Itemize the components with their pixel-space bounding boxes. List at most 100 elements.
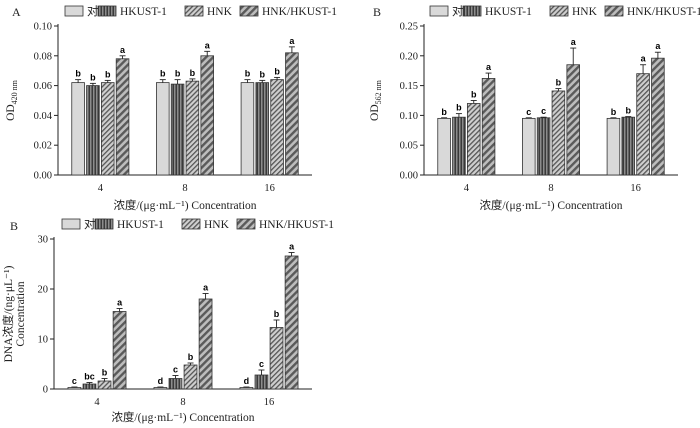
x-tick-label: 4 (98, 183, 104, 194)
legend-swatch (239, 5, 259, 17)
significance-label: b (626, 106, 632, 116)
bar (240, 82, 255, 176)
y-tick-label: 20 (38, 285, 49, 296)
legend-swatch (64, 5, 84, 17)
y-tick-label: 0.15 (400, 81, 418, 92)
bar (551, 90, 566, 176)
significance-label: b (160, 69, 166, 79)
y-tick-label: 0.20 (400, 51, 418, 62)
bar (255, 82, 270, 176)
x-tick-label: 16 (630, 183, 641, 194)
bar (437, 117, 451, 176)
bar (86, 85, 100, 176)
legend-label: HNK/HKUST-1 (627, 6, 700, 18)
bar (168, 378, 183, 390)
legend-swatch (61, 218, 81, 230)
bar (156, 82, 170, 176)
legend-label: HNK (572, 6, 598, 18)
y-axis-label: DNA浓度/(ng·μL⁻¹) (1, 265, 15, 362)
x-tick-label: 8 (180, 397, 185, 408)
bar (522, 117, 536, 176)
bar (636, 73, 650, 176)
legend-label: HNK/HKUST-1 (262, 6, 337, 18)
panel-letter: B (10, 219, 18, 233)
x-axis-label: 浓度/(μg·mL⁻¹) Concentration (111, 410, 254, 424)
bar (67, 387, 82, 390)
y-tick-label: 0.04 (34, 111, 53, 122)
legend-label: HKUST-1 (120, 6, 167, 18)
y-tick-label: 0.05 (400, 141, 418, 152)
bar (170, 83, 185, 176)
significance-label: b (75, 69, 81, 79)
y-tick-label: 10 (38, 335, 49, 346)
significance-label: b (175, 69, 181, 79)
legend-swatch (94, 218, 114, 230)
y-tick-label: 0.06 (34, 81, 52, 92)
y-tick-label: 0.00 (400, 171, 418, 182)
legend-label: HNK (207, 6, 233, 18)
y-tick-label: 0.10 (34, 22, 52, 33)
significance-label: b (274, 66, 280, 76)
bar (254, 374, 269, 390)
x-tick-label: 8 (182, 183, 187, 194)
x-tick-label: 4 (94, 397, 100, 408)
significance-label: a (289, 242, 295, 252)
chart-panel-b: B对照HKUST-1HNKHNK/HKUST-10.000.050.100.15… (369, 4, 700, 212)
y-tick-label: 0.10 (400, 111, 418, 122)
significance-label: a (655, 41, 661, 51)
legend-label: HNK (204, 219, 230, 231)
legend-swatch (429, 5, 449, 17)
significance-label: a (289, 36, 295, 46)
legend-swatch (462, 5, 482, 17)
legend-label: HNK/HKUST-1 (259, 219, 334, 231)
bar (115, 58, 130, 176)
significance-label: a (486, 62, 492, 72)
y-tick-label: 0 (43, 385, 48, 396)
legend-swatch (604, 5, 624, 17)
significance-label: a (117, 298, 123, 308)
significance-label: b (471, 90, 477, 100)
y-tick-label: 0.25 (400, 22, 418, 33)
significance-label: a (571, 37, 577, 47)
bar (452, 116, 466, 176)
bar (185, 80, 200, 176)
y-tick-label: 0.02 (34, 141, 52, 152)
chart-panel-c: B对照HKUST-1HNKHNK/HKUST-10102030DNA浓度/(ng… (1, 217, 334, 424)
significance-label: b (441, 107, 447, 117)
legend-swatch (236, 218, 256, 230)
bar (82, 383, 97, 390)
bar (239, 387, 254, 390)
bar (566, 64, 580, 176)
y-tick-label: 30 (38, 235, 49, 246)
significance-label: b (556, 78, 562, 88)
bar (71, 82, 85, 176)
bar (606, 117, 621, 176)
bar (651, 57, 665, 176)
y-axis-label: OD420 nm (5, 79, 19, 121)
significance-label: a (203, 283, 209, 293)
panel-letter: B (373, 5, 381, 19)
x-axis-label: 浓度/(μg·mL⁻¹) Concentration (113, 198, 256, 212)
y-axis-label-2: Concentration (15, 281, 27, 346)
x-tick-label: 8 (548, 183, 553, 194)
bar (621, 116, 636, 176)
bar (536, 117, 551, 176)
x-axis-label: 浓度/(μg·mL⁻¹) Concentration (479, 198, 622, 212)
bar (285, 52, 299, 176)
x-tick-label: 16 (264, 183, 275, 194)
y-tick-label: 0.08 (34, 51, 52, 62)
panel-letter: A (12, 5, 21, 19)
bar (153, 387, 168, 390)
bar (200, 55, 214, 176)
bar (466, 103, 481, 176)
bar (284, 255, 299, 390)
significance-label: bc (84, 372, 95, 382)
legend-swatch (184, 5, 204, 17)
bar (270, 79, 284, 176)
bar (112, 311, 127, 390)
bar (97, 380, 112, 390)
significance-label: a (205, 40, 211, 50)
